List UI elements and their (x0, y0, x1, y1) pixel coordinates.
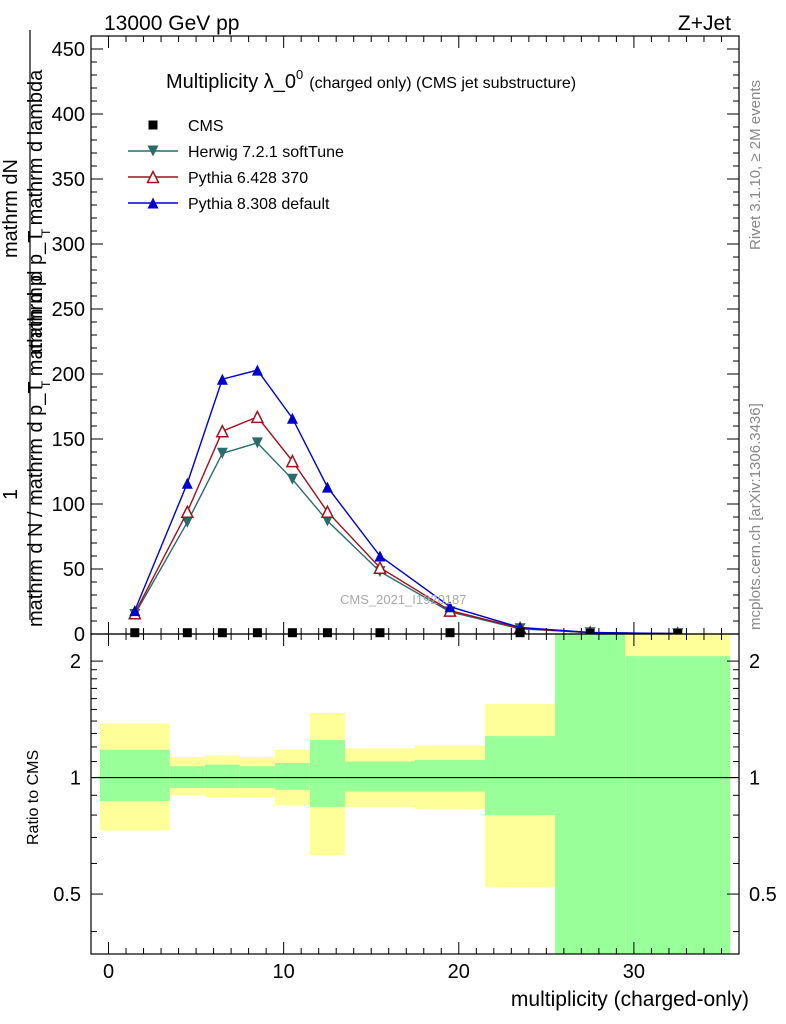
ratio-ytick-label-right-0: 0.5 (749, 884, 777, 906)
series-point-cms (252, 628, 262, 638)
ratio-ytick-label-1: 1 (70, 768, 81, 790)
series-point-pythia-6-428-370 (320, 504, 335, 519)
ratio-axis-ticks: 0.5 0.51 12 20 10 20 30 (53, 634, 777, 983)
series-point-cms (585, 628, 595, 638)
ratio-band-green-8 (485, 736, 556, 816)
xlabel: multiplicity (charged-only) (511, 988, 749, 1011)
series-point-pythia-6-428-370 (373, 560, 387, 574)
main-ytick-label-3: 150 (52, 429, 85, 451)
ratio-bands-layer (91, 634, 739, 954)
ratio-band-green-10 (625, 656, 731, 954)
ratio-ytick-label-right-2: 2 (749, 651, 760, 673)
legend-marker-herwig-7-2-1-softtune (147, 145, 159, 157)
header-energy: 13000 GeV pp (104, 12, 239, 35)
main-axis-ticks: 0 50 100 150 200 250 300 350 400 450 (52, 36, 739, 646)
main-ytick-label-1: 50 (63, 559, 85, 581)
series-point-cms (515, 628, 525, 638)
series-point-pythia-8-308-default (251, 364, 263, 376)
series-point-cms (130, 628, 140, 638)
legend-label-cms: CMS (188, 118, 224, 135)
header-process: Z+Jet (678, 12, 731, 35)
ratio-band-green-0 (99, 749, 170, 801)
ratio-ylabel: Ratio to CMS (25, 750, 42, 845)
ratio-ytick-label-right-1: 1 (749, 768, 760, 790)
ylabel-one: 1 (0, 489, 22, 500)
series-point-pythia-8-308-default (321, 481, 333, 493)
ratio-ytick-label-0: 0.5 (53, 884, 81, 906)
ratio-band-green-4 (274, 763, 310, 790)
plot-title-sup: 0 (296, 67, 303, 82)
series-point-pythia-8-308-default (444, 601, 456, 613)
main-ytick-label-7: 350 (52, 169, 85, 191)
main-ytick-label-9: 450 (52, 39, 85, 61)
main-ytick-label-0: 0 (74, 624, 85, 646)
xtick-label-1: 10 (273, 961, 295, 983)
series-point-cms (182, 628, 192, 638)
xtick-label-0: 0 (103, 961, 114, 983)
series-point-herwig-7-2-1-softtune (181, 516, 193, 528)
series-point-pythia-6-428-370 (215, 424, 230, 438)
ratio-band-green-5 (309, 740, 345, 807)
main-ytick-label-4: 200 (52, 364, 85, 386)
series-point-pythia-8-308-default (129, 605, 141, 617)
xtick-label-3: 30 (623, 961, 645, 983)
legend-label-herwig-7-2-1-softtune: Herwig 7.2.1 softTune (188, 144, 344, 161)
legend-marker-pythia-6-428-370 (146, 169, 160, 184)
series-point-pythia-8-308-default (286, 412, 298, 424)
legend-marker-cms (148, 120, 158, 130)
series-point-herwig-7-2-1-softtune (216, 447, 228, 459)
main-ytick-label-6: 300 (52, 234, 85, 256)
mcplots-label: mcplots.cern.ch [arXiv:1306.3436] (747, 403, 764, 630)
legend-label-pythia-6-428-370: Pythia 6.428 370 (188, 170, 308, 187)
analysis-watermark: CMS_2021_I1920187 (340, 592, 467, 607)
plot-subtitle: (charged only) (CMS jet substructure) (309, 75, 576, 92)
ylabel-sub-1: T (39, 228, 53, 236)
legend-label-pythia-8-308-default: Pythia 8.308 default (188, 196, 330, 213)
ratio-band-green-9 (555, 634, 626, 954)
series-point-cms (322, 628, 332, 638)
series-point-pythia-6-428-370 (285, 453, 300, 468)
ylabel-sub-2: T (39, 380, 53, 388)
series-point-herwig-7-2-1-softtune (286, 473, 298, 485)
ratio-band-green-6 (344, 761, 415, 792)
ratio-band-green-2 (204, 764, 240, 788)
series-point-pythia-8-308-default (216, 373, 228, 385)
series-point-pythia-6-428-370 (250, 409, 265, 424)
main-ytick-label-2: 100 (52, 494, 85, 516)
ratio-frame (90, 633, 740, 955)
series-point-herwig-7-2-1-softtune (251, 437, 263, 449)
plot-title-main: Multiplicity λ_0 (166, 71, 296, 93)
series-point-pythia-6-428-370 (180, 504, 195, 519)
ylabel-numerator: mathrm dN (0, 159, 22, 258)
series-point-cms (445, 628, 455, 638)
main-ytick-label-8: 400 (52, 104, 85, 126)
plot-title: Multiplicity λ_00 (charged only) (CMS jet… (166, 67, 576, 93)
series-point-herwig-7-2-1-softtune (321, 515, 333, 527)
ratio-ytick-label-2: 2 (70, 651, 81, 673)
series-point-pythia-8-308-default (374, 550, 386, 562)
series-point-cms (287, 628, 297, 638)
series-point-pythia-8-308-default (181, 477, 193, 489)
xtick-label-2: 20 (448, 961, 470, 983)
rivet-version-label: Rivet 3.1.10, ≥ 2M events (747, 80, 764, 250)
series-point-cms (217, 628, 227, 638)
main-ytick-label-5: 250 (52, 299, 85, 321)
series-point-cms (375, 628, 385, 638)
ratio-band-green-7 (415, 760, 486, 792)
main-ylabel: mathrm dN mathrm d p_T mathrm d lambda T… (0, 30, 53, 627)
legend-marker-pythia-8-308-default (147, 197, 159, 209)
ylabel-normalisation: mathrm d N / mathrm d p_T mathrm d p (25, 275, 47, 627)
legend: CMS Herwig 7.2.1 softTune Pythia 6.428 370… (128, 118, 344, 213)
